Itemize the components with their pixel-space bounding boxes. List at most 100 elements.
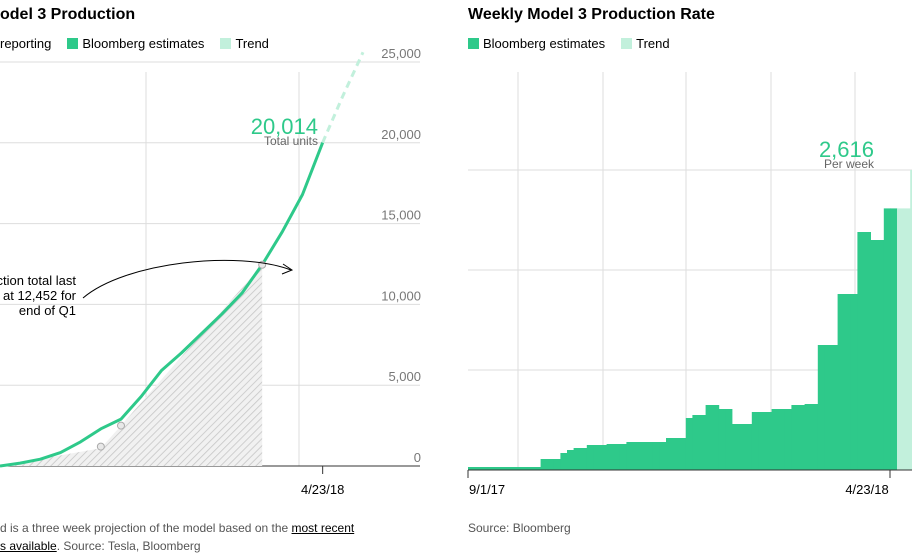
right-footnote: Source: Bloomberg <box>468 521 571 535</box>
estimate-bar <box>586 445 594 470</box>
estimate-bar <box>751 412 759 470</box>
estimate-bar <box>784 409 792 470</box>
estimate-bar <box>778 409 786 470</box>
right-legend: Bloomberg estimates Trend <box>468 36 686 51</box>
estimate-bar <box>520 467 528 470</box>
y-tick-label: 25,000 <box>381 46 421 61</box>
estimate-bar <box>837 294 845 470</box>
callout-arrow <box>82 259 292 299</box>
estimate-bar <box>659 442 667 470</box>
legend-estimates-right-swatch <box>468 38 479 49</box>
estimate-bar <box>844 294 852 470</box>
left-legend: reporting Bloomberg estimates Trend <box>0 36 285 51</box>
estimate-bar <box>685 418 693 470</box>
most-recent-link[interactable]: most recent <box>291 521 355 535</box>
estimate-bar <box>850 294 858 470</box>
left-chart: 0 5,000 10,000 15,000 20,000 25,000 4/23/18 <box>0 46 421 497</box>
legend-estimates: Bloomberg estimates <box>67 36 204 51</box>
trend-bar <box>910 170 912 470</box>
estimate-bar <box>573 448 581 470</box>
trend-line <box>321 51 365 144</box>
estimate-bar <box>771 409 779 470</box>
legend-trend-right-swatch <box>621 38 633 49</box>
estimate-bar <box>765 412 772 470</box>
legend-trend-label: Trend <box>235 36 269 51</box>
legend-estimates-label: Bloomberg estimates <box>82 36 205 51</box>
estimate-bar <box>831 345 838 470</box>
legend-trend: Trend <box>220 36 269 51</box>
estimate-bar <box>798 405 805 470</box>
estimate-bar <box>474 467 482 470</box>
y-tick-label: 15,000 <box>381 208 421 223</box>
per-week-value: 2,616 <box>819 137 874 162</box>
legend-estimates-right-label: Bloomberg estimates <box>483 36 606 51</box>
estimate-bar <box>758 412 766 470</box>
estimate-bar <box>890 208 898 470</box>
estimate-bar <box>468 467 475 470</box>
total-units-label: Total units <box>264 134 318 148</box>
estimate-bar <box>593 445 601 470</box>
trend-bar <box>903 208 911 470</box>
estimate-bar <box>864 232 871 470</box>
y-tick-label: 10,000 <box>381 288 421 303</box>
estimate-bar <box>718 409 726 470</box>
per-week-label: Per week <box>824 157 875 171</box>
estimate-bar <box>633 442 640 470</box>
estimate-bar <box>481 467 489 470</box>
left-footnote-text: d is a three week projection of the mode… <box>0 521 292 535</box>
estimate-bar <box>745 424 753 470</box>
estimate-bar <box>487 467 495 470</box>
legend-reporting-label: reporting <box>0 36 52 51</box>
estimate-bar <box>646 442 654 470</box>
estimate-bar <box>817 345 825 470</box>
legend-estimates-right: Bloomberg estimates <box>468 36 605 51</box>
reported-point <box>96 442 105 451</box>
legend-trend-swatch <box>220 38 232 49</box>
left-footnote-line1: d is a three week projection of the mode… <box>0 521 354 535</box>
callout-arrow-head <box>281 263 294 275</box>
estimate-bar <box>619 444 627 470</box>
estimate-bar <box>804 404 812 470</box>
callout-line-1: ction total last <box>0 273 76 288</box>
data-available-link[interactable]: s available <box>0 539 57 553</box>
x-tick-label-right: 4/23/18 <box>845 482 888 497</box>
estimate-bar <box>652 442 660 470</box>
estimate-bar <box>639 442 647 470</box>
left-footnote-source: . Source: Tesla, Bloomberg <box>56 539 201 553</box>
y-tick-label: 5,000 <box>388 369 421 384</box>
estimate-bar <box>553 459 561 470</box>
total-units-value: 20,014 <box>251 114 318 139</box>
y-tick-label: 0 <box>414 450 421 465</box>
estimate-bar <box>501 467 508 470</box>
legend-estimates-swatch <box>67 38 79 49</box>
right-chart-title: Weekly Model 3 Production Rate <box>468 6 715 23</box>
estimate-bar <box>857 232 865 470</box>
estimate-bar <box>626 442 634 470</box>
x-tick-label-right: 9/1/17 <box>469 482 505 497</box>
estimate-bar <box>567 450 574 470</box>
estimate-bar <box>791 405 799 470</box>
estimate-bar <box>534 467 541 470</box>
legend-reporting: reporting <box>0 36 51 51</box>
estimate-bar <box>514 467 522 470</box>
estimate-bar <box>738 424 746 470</box>
estimate-bar <box>732 424 739 470</box>
callout-line-2: at 12,452 for <box>3 288 77 303</box>
x-tick-label: 4/23/18 <box>301 482 344 497</box>
estimate-bar <box>824 345 832 470</box>
left-chart-title: odel 3 Production <box>0 6 136 23</box>
estimate-bar <box>600 445 607 470</box>
estimate-bar <box>672 438 680 470</box>
estimate-bar <box>666 438 673 470</box>
estimate-bar <box>725 409 733 470</box>
estimate-bar <box>527 467 535 470</box>
estimate-bar <box>883 208 891 470</box>
left-footnote-line2: s available. Source: Tesla, Bloomberg <box>0 539 201 553</box>
estimate-bar <box>870 240 878 470</box>
estimate-bar <box>547 459 555 470</box>
estimate-bar <box>699 415 706 470</box>
estimate-bar <box>540 459 548 470</box>
estimate-bar <box>692 415 700 470</box>
reported-area <box>0 264 263 466</box>
reported-point <box>117 421 125 430</box>
